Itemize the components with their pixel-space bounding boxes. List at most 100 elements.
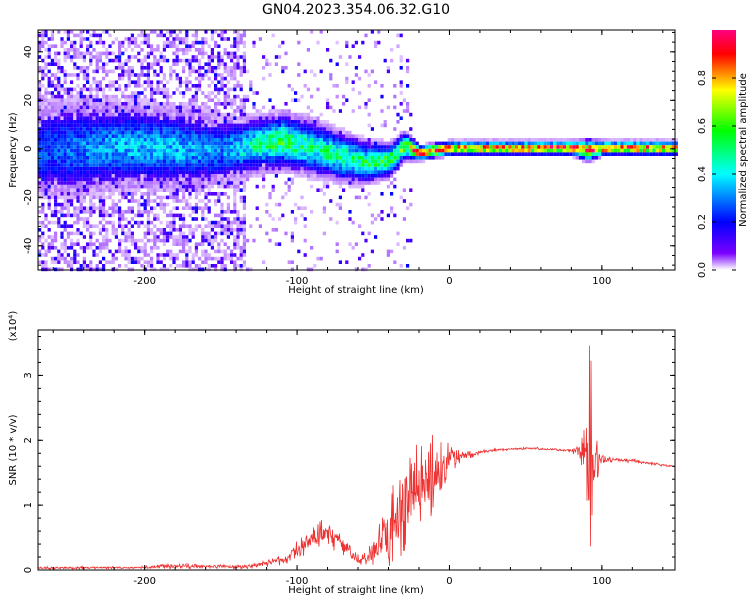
spectrogram-cell	[342, 163, 346, 167]
spectrogram-cell	[242, 159, 246, 164]
spectrogram-cell	[92, 170, 96, 174]
spectrogram-cell	[204, 73, 208, 77]
spectrogram-cell	[172, 141, 176, 146]
spectrogram-cell	[54, 109, 58, 113]
spectrogram-cell	[118, 123, 122, 128]
spectrogram-cell	[143, 184, 147, 189]
spectrogram-cell	[204, 253, 208, 257]
spectrogram-cell	[41, 105, 45, 110]
spectrogram-cell	[258, 224, 262, 228]
spectrogram-cell	[198, 242, 202, 246]
spectrogram-cell	[255, 148, 259, 153]
spectrogram-cell	[630, 152, 634, 156]
spectrogram-cell	[73, 66, 77, 70]
spectrogram-cell	[294, 174, 298, 178]
spectrogram-cell	[105, 195, 109, 200]
spectrogram-cell	[130, 267, 134, 272]
spectrogram-cell	[105, 84, 109, 88]
spectrogram-cell	[418, 156, 422, 160]
spectrogram-cell	[335, 62, 339, 66]
spectrogram-cell	[454, 141, 458, 146]
spectrogram-cell	[108, 192, 112, 196]
spectrogram-cell	[194, 170, 198, 174]
spectrogram-cell	[201, 184, 205, 189]
spectrogram-cell	[134, 174, 138, 178]
spectrogram-cell	[60, 170, 64, 174]
spectrogram-cell	[239, 109, 243, 113]
spectrogram-cell	[57, 253, 61, 257]
spectrogram-cell	[57, 217, 61, 221]
spectrogram-cell	[178, 217, 182, 221]
spectrogram-cell	[204, 102, 208, 106]
spectrogram-cell	[665, 138, 669, 142]
spectrogram-cell	[182, 40, 186, 45]
spectrogram-cell	[278, 152, 282, 156]
spectrogram-cell	[319, 130, 323, 135]
spectrogram-cell	[201, 267, 205, 272]
spectrogram-cell	[662, 152, 666, 156]
spectrogram-cell	[169, 177, 173, 182]
spectrogram-cell	[166, 163, 170, 167]
spectrogram-cell	[374, 217, 378, 221]
spectrogram-cell	[258, 109, 262, 113]
spectrogram-cell	[182, 163, 186, 167]
spectrogram-cell	[146, 37, 150, 41]
spectrogram-cell	[191, 184, 195, 189]
spectrogram-cell	[306, 116, 310, 120]
spectrogram-cell	[402, 145, 406, 149]
spectrogram-cell	[73, 220, 77, 225]
spectrogram-cell	[162, 48, 166, 52]
spectrogram-cell	[207, 109, 211, 113]
spectrogram-cell	[361, 40, 365, 45]
spectrogram-cell	[338, 159, 342, 164]
spectrogram-cell	[191, 84, 195, 88]
spectrogram-cell	[233, 159, 237, 164]
spectrogram-cell	[335, 84, 339, 88]
spectrogram-cell	[134, 112, 138, 117]
spectrogram-cell	[185, 58, 189, 63]
spectrogram-cell	[204, 120, 208, 124]
spectrogram-cell	[473, 145, 477, 149]
spectrogram-cell	[226, 127, 230, 131]
spectrogram-cell	[278, 127, 282, 131]
spectrogram-cell	[182, 66, 186, 70]
spectrogram-cell	[358, 174, 362, 178]
spectrogram-cell	[284, 181, 288, 185]
spectrogram-cell	[92, 148, 96, 153]
spectrogram-cell	[562, 138, 566, 142]
spectrogram-cell	[297, 73, 301, 77]
spectrogram-cell	[354, 145, 358, 149]
spectrogram-cell	[332, 181, 336, 185]
spectrogram-cell	[626, 152, 630, 156]
spectrogram-cell	[98, 246, 102, 250]
spectrogram-cell	[428, 141, 432, 146]
spectrogram-cell	[89, 87, 93, 92]
spectrogram-cell	[505, 145, 509, 149]
spectrogram-cell	[137, 44, 141, 48]
spectrogram-cell	[140, 141, 144, 146]
spectrogram-cell	[230, 163, 234, 167]
spectrogram-cell	[290, 120, 294, 124]
spectrogram-cell	[162, 177, 166, 182]
spectrogram-cell	[166, 159, 170, 164]
spectrogram-cell	[108, 127, 112, 131]
spectrogram-cell	[281, 116, 285, 120]
spectrogram-cell	[226, 120, 230, 124]
spectrogram-cell	[188, 231, 192, 236]
spectrogram-cell	[89, 40, 93, 45]
spectrogram-cell	[415, 141, 419, 146]
spectrogram-cell	[95, 264, 99, 268]
spectrogram-cell	[137, 181, 141, 185]
spectrogram-cell	[105, 235, 109, 239]
spectrogram-cell	[92, 94, 96, 99]
spectrogram-cell	[393, 156, 397, 160]
spectrogram-cell	[236, 40, 240, 45]
spectrogram-cell	[70, 152, 74, 156]
spectrogram-cell	[178, 166, 182, 171]
spectrogram-cell	[175, 238, 179, 243]
spectrogram-cell	[380, 192, 384, 196]
spectrogram-cell	[172, 123, 176, 128]
spectrogram-cell	[79, 116, 83, 120]
spectrogram-cell	[41, 202, 45, 207]
spectrogram-cell	[102, 148, 106, 153]
